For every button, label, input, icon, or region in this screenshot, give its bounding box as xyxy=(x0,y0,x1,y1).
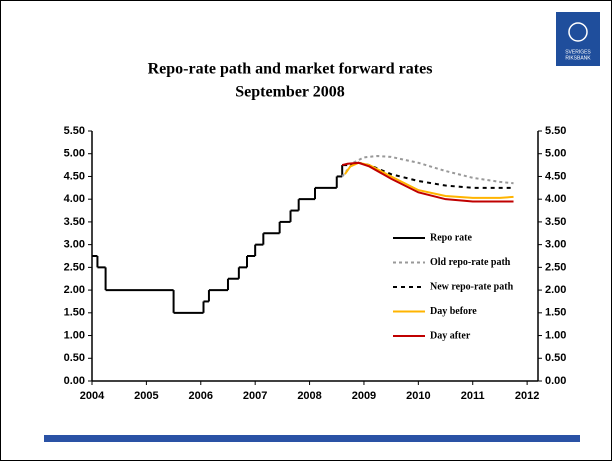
y-tick-label: 0.50 xyxy=(64,352,85,364)
y-tick-label: 4.00 xyxy=(64,193,85,205)
plot: 0.00 0.50 1.00 1.50 2.00 2.50 3.00 3.50 4.00 4.50… xyxy=(64,125,567,402)
y2-tick-label: 5.50 xyxy=(545,125,566,137)
x-tick-label: 2006 xyxy=(189,390,213,402)
x-tick-label: 2010 xyxy=(406,390,430,402)
legend-label: Day before xyxy=(430,306,477,317)
legend-label: New repo-rate path xyxy=(430,281,514,292)
y2-tick-label: 3.50 xyxy=(545,216,566,228)
y2-tick-label: 2.00 xyxy=(545,284,566,296)
y-tick-label: 4.50 xyxy=(64,170,85,182)
x-tick-label: 2007 xyxy=(243,390,267,402)
y2-tick-label: 4.50 xyxy=(545,170,566,182)
x-tick-label: 2005 xyxy=(134,390,158,402)
legend-label: Old repo-rate path xyxy=(430,257,511,268)
y2-tick-label: 3.00 xyxy=(545,239,566,251)
y-tick-label: 3.50 xyxy=(64,216,85,228)
x-tick-label: 2012 xyxy=(515,390,539,402)
y-tick-label: 1.00 xyxy=(64,329,85,341)
series-line xyxy=(344,161,514,199)
y2-tick-label: 2.50 xyxy=(545,261,566,273)
y2-tick-label: 0.00 xyxy=(545,375,566,387)
y-tick-label: 5.00 xyxy=(64,148,85,160)
x-tick-label: 2008 xyxy=(297,390,321,402)
y2-tick-label: 1.50 xyxy=(545,307,566,319)
legend-label: Repo rate xyxy=(430,232,472,243)
y-tick-label: 2.00 xyxy=(64,284,85,296)
chart-title: Repo-rate path and market forward rates xyxy=(148,61,433,78)
y-tick-label: 3.00 xyxy=(64,239,85,251)
chart-subtitle: September 2008 xyxy=(235,84,344,101)
legend-box xyxy=(390,228,530,350)
x-tick-label: 2004 xyxy=(80,390,105,402)
y2-tick-label: 5.00 xyxy=(545,148,566,160)
y2-tick-label: 4.00 xyxy=(545,193,566,205)
y-tick-label: 5.50 xyxy=(64,125,85,137)
y2-tick-label: 0.50 xyxy=(545,352,566,364)
legend-label: Day after xyxy=(430,330,471,341)
x-tick-label: 2011 xyxy=(461,390,485,402)
logo-text: RIKSBANK xyxy=(565,55,591,61)
x-tick-label: 2009 xyxy=(352,390,376,402)
footer-bar xyxy=(44,435,580,442)
y-tick-label: 1.50 xyxy=(64,307,85,319)
series-line xyxy=(341,161,514,203)
y2-tick-label: 1.00 xyxy=(545,329,566,341)
series-line xyxy=(350,161,514,189)
logo-text: SVERIGES xyxy=(565,49,591,55)
y-tick-label: 2.50 xyxy=(64,261,85,273)
y-tick-label: 0.00 xyxy=(64,375,85,387)
logo-emblem xyxy=(568,22,588,42)
logo xyxy=(556,12,600,66)
